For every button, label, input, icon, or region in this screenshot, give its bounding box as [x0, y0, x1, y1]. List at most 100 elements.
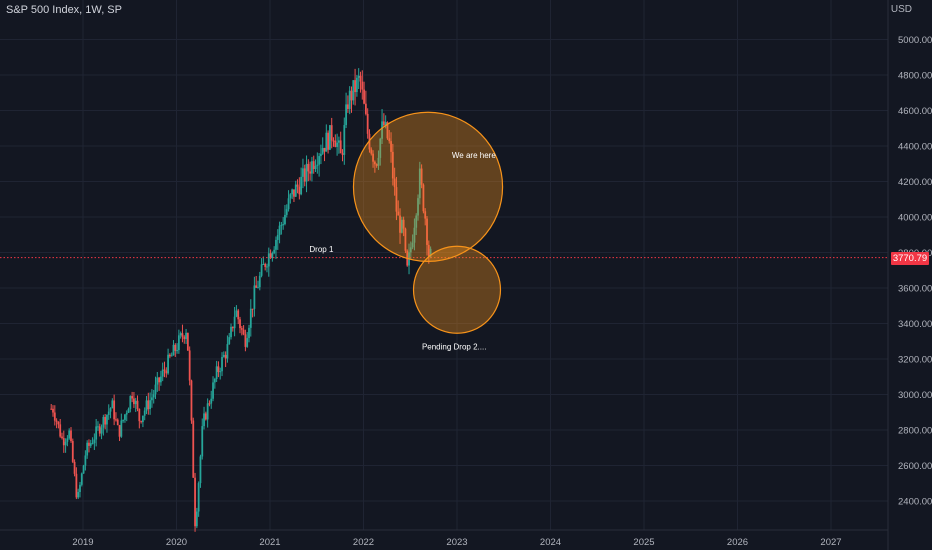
y-tick-label: 2600.00: [898, 461, 932, 472]
annotation-circle-3: [412, 245, 502, 334]
candle-body: [307, 163, 310, 172]
candle-body: [208, 403, 211, 405]
candle-body: [248, 327, 250, 339]
candle-body: [167, 354, 169, 374]
candle-body: [381, 121, 383, 139]
x-tick-label: 2025: [633, 537, 654, 548]
candle-body: [361, 81, 364, 90]
candle-body: [224, 354, 227, 359]
candle-body: [206, 403, 209, 420]
candle-body: [417, 198, 419, 216]
candle-body: [86, 442, 89, 456]
candle-body: [278, 225, 281, 235]
candle-body: [64, 441, 67, 446]
y-tick-label: 3600.00: [898, 284, 932, 295]
candle-body: [400, 219, 403, 233]
candle-body: [391, 151, 394, 179]
candle-body: [165, 370, 168, 374]
candle-body: [373, 161, 376, 165]
candle-body: [409, 247, 412, 253]
candle-body: [79, 484, 81, 492]
candle-body: [129, 396, 132, 409]
candle-body: [339, 140, 342, 154]
candle-body: [100, 427, 103, 434]
candle-body: [186, 332, 189, 351]
candle-body: [73, 461, 76, 474]
candle-body: [355, 77, 358, 93]
candle-body: [269, 253, 272, 259]
candle-body: [242, 329, 245, 335]
candle-body: [203, 413, 205, 427]
candle-body: [370, 149, 373, 154]
candle-body: [113, 400, 116, 420]
candle-body: [287, 198, 290, 210]
currency-label: USD: [890, 4, 912, 15]
candle-body: [147, 400, 150, 410]
candle-body: [221, 356, 223, 372]
candle-body: [258, 275, 261, 288]
candle-body: [50, 408, 53, 410]
candle-body: [55, 420, 58, 422]
candle-body: [53, 412, 56, 421]
candle-body: [77, 491, 80, 498]
candle-body: [273, 249, 276, 254]
candle-body: [179, 333, 182, 336]
candle-body: [393, 178, 396, 188]
candle-body: [149, 400, 152, 410]
candle-body: [246, 338, 249, 347]
candle-body: [136, 400, 139, 409]
candle-body: [201, 426, 204, 457]
candle-body: [280, 224, 283, 226]
candle-body: [104, 416, 107, 425]
x-tick-label: 2026: [727, 537, 748, 548]
candle-body: [237, 310, 240, 320]
candle-body: [316, 164, 319, 166]
candle-body: [152, 394, 155, 398]
candle-body: [264, 263, 267, 267]
candle-body: [249, 308, 252, 328]
candle-body: [145, 400, 148, 411]
candle-body: [343, 125, 346, 155]
candle-body: [257, 287, 259, 289]
candle-body: [388, 138, 391, 142]
candle-body: [168, 354, 171, 357]
candle-body: [260, 264, 263, 276]
annotation-circle-1: [352, 111, 504, 262]
y-tick-label: 4800.00: [898, 71, 932, 82]
candle-body: [219, 371, 222, 373]
candle-body: [325, 132, 328, 152]
candle-body: [346, 104, 349, 109]
candle-body: [217, 366, 220, 372]
candle-body: [420, 168, 423, 185]
candle-body: [177, 335, 180, 351]
candle-body: [91, 443, 94, 445]
candle-body: [125, 412, 128, 415]
candle-body: [334, 140, 337, 147]
candle-body: [131, 396, 134, 399]
candle-body: [183, 336, 186, 340]
candle-body: [197, 483, 200, 512]
candle-body: [140, 421, 143, 423]
candle-body: [296, 184, 299, 187]
candle-body: [89, 443, 92, 446]
candle-body: [115, 419, 117, 421]
candle-body: [300, 176, 303, 195]
candle-body: [57, 421, 60, 425]
candle-body: [350, 90, 353, 101]
candle-body: [255, 285, 258, 288]
candle-body: [230, 326, 232, 338]
candle-body: [305, 163, 308, 182]
y-tick-label: 5000.00: [898, 35, 932, 46]
candle-body: [377, 157, 380, 166]
candle-body: [158, 377, 160, 383]
candle-body: [106, 414, 108, 425]
chart-title: S&P 500 Index, 1W, SP: [6, 4, 122, 16]
x-tick-label: 2022: [353, 537, 374, 548]
candle-body: [352, 80, 355, 101]
candle-body: [194, 477, 196, 527]
candle-body: [267, 253, 270, 267]
candle-body: [176, 350, 178, 352]
candle-body: [163, 369, 166, 371]
y-tick-label: 4200.00: [898, 177, 932, 188]
